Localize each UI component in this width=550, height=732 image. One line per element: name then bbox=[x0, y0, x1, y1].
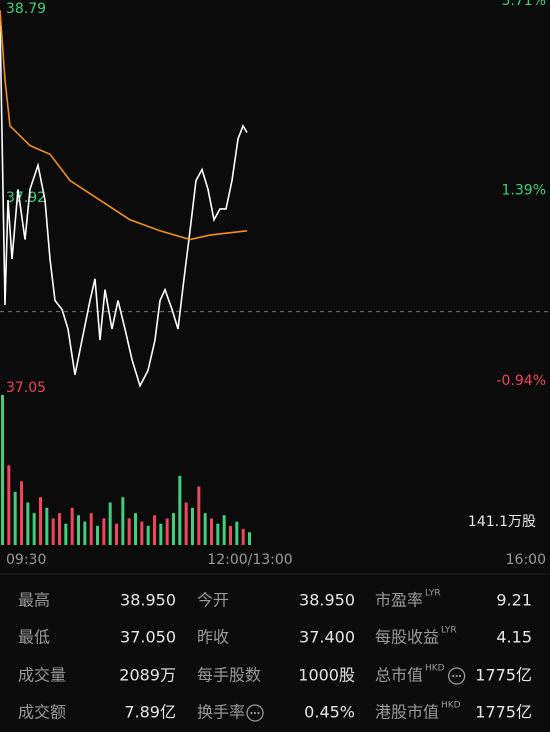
volume-bar bbox=[248, 532, 251, 545]
volume-bar bbox=[159, 523, 163, 545]
volume-bar bbox=[241, 529, 245, 545]
volume-bar bbox=[229, 525, 232, 545]
stat-value: 37.050 bbox=[120, 628, 176, 647]
volume-bar bbox=[102, 518, 106, 545]
volume-bar bbox=[203, 513, 207, 545]
stat-value: 1775亿 bbox=[475, 666, 532, 685]
stat-label: 成交量 bbox=[18, 666, 66, 685]
info-dot bbox=[459, 674, 462, 678]
stat-label: 每手股数 bbox=[197, 666, 261, 685]
stat-value: 38.950 bbox=[299, 591, 355, 610]
x-tick-label: 09:30 bbox=[6, 552, 46, 568]
stat-sup: HKD bbox=[425, 664, 445, 674]
volume-bar bbox=[45, 507, 49, 545]
volume-bar bbox=[7, 465, 11, 545]
stat-sup: LYR bbox=[441, 626, 457, 636]
y-tick-label: 38.79 bbox=[6, 1, 46, 17]
info-dot bbox=[250, 711, 253, 715]
stat-value: 1000股 bbox=[298, 666, 355, 685]
info-icon bbox=[246, 704, 264, 722]
stat-label: 换手率 bbox=[197, 703, 245, 722]
volume-bar bbox=[70, 507, 74, 545]
volume-bar bbox=[165, 518, 169, 545]
stat-label: 市盈率 bbox=[375, 591, 423, 610]
info-dot bbox=[452, 674, 455, 678]
y2-tick-label: -0.94% bbox=[496, 373, 546, 389]
volume-bar bbox=[127, 518, 131, 545]
stat-label: 最高 bbox=[18, 591, 50, 610]
volume-bar bbox=[235, 521, 239, 545]
volume-bar bbox=[210, 518, 213, 545]
volume-bar bbox=[115, 523, 118, 545]
stat-label: 最低 bbox=[18, 628, 50, 647]
info-icon bbox=[447, 667, 466, 685]
volume-bar bbox=[121, 497, 125, 545]
volume-bar bbox=[140, 521, 144, 545]
stat-sup: HKD bbox=[441, 701, 461, 711]
stat-value: 7.89亿 bbox=[124, 703, 176, 722]
y2-tick-label: 1.39% bbox=[502, 183, 546, 199]
volume-bar bbox=[184, 502, 188, 545]
stat-value: 2089万 bbox=[119, 666, 176, 685]
stat-label: 总市值 bbox=[375, 666, 423, 685]
stat-label: 港股市值 bbox=[375, 703, 439, 722]
info-circle bbox=[246, 704, 264, 722]
stat-value: 37.400 bbox=[299, 628, 355, 647]
volume-bar bbox=[39, 497, 42, 545]
volume-bar bbox=[64, 523, 68, 545]
y-tick-label: 37.92 bbox=[6, 190, 46, 206]
price-line bbox=[0, 10, 248, 241]
price-line bbox=[0, 18, 248, 388]
volume-bar bbox=[134, 513, 137, 545]
stat-sup: LYR bbox=[425, 589, 441, 599]
volume-bar bbox=[197, 486, 201, 545]
stat-label: 今开 bbox=[197, 591, 229, 610]
volume-bar bbox=[89, 513, 93, 545]
volume-bar bbox=[108, 502, 112, 545]
volume-bar bbox=[83, 521, 87, 545]
stat-value: 1775亿 bbox=[475, 703, 532, 722]
stat-value: 4.15 bbox=[496, 628, 532, 647]
y2-tick-label: 3.71% bbox=[502, 0, 546, 9]
volume-bar bbox=[58, 513, 61, 545]
volume-bar bbox=[178, 475, 182, 545]
volume-bar bbox=[191, 507, 194, 545]
volume-bar bbox=[172, 513, 175, 545]
volume-bar bbox=[153, 515, 156, 545]
stat-label: 昨收 bbox=[197, 628, 229, 647]
y-tick-label: 37.05 bbox=[6, 380, 46, 396]
stat-value: 9.21 bbox=[496, 591, 532, 610]
volume-bar bbox=[146, 525, 150, 545]
info-dot bbox=[455, 674, 458, 678]
stat-value: 38.950 bbox=[120, 591, 176, 610]
x-tick-label: 16:00 bbox=[506, 552, 546, 568]
volume-bar bbox=[13, 491, 17, 545]
volume-bar bbox=[96, 525, 99, 545]
volume-bar bbox=[216, 523, 220, 545]
stat-label: 每股收益 bbox=[375, 628, 439, 647]
stat-value: 0.45% bbox=[304, 703, 355, 722]
volume-bar bbox=[32, 513, 36, 545]
volume-bar bbox=[222, 515, 226, 545]
volume-bar bbox=[1, 395, 4, 545]
volume-bar bbox=[77, 515, 80, 545]
volume-bar bbox=[51, 518, 55, 545]
info-dot bbox=[257, 711, 260, 715]
info-circle bbox=[447, 667, 466, 685]
info-dot bbox=[253, 711, 257, 715]
volume-annotation: 141.1万股 bbox=[468, 514, 536, 530]
x-tick-label: 12:00/13:00 bbox=[207, 552, 292, 568]
volume-bar bbox=[20, 481, 23, 545]
stat-label: 成交额 bbox=[18, 703, 66, 722]
volume-bar bbox=[26, 502, 30, 545]
